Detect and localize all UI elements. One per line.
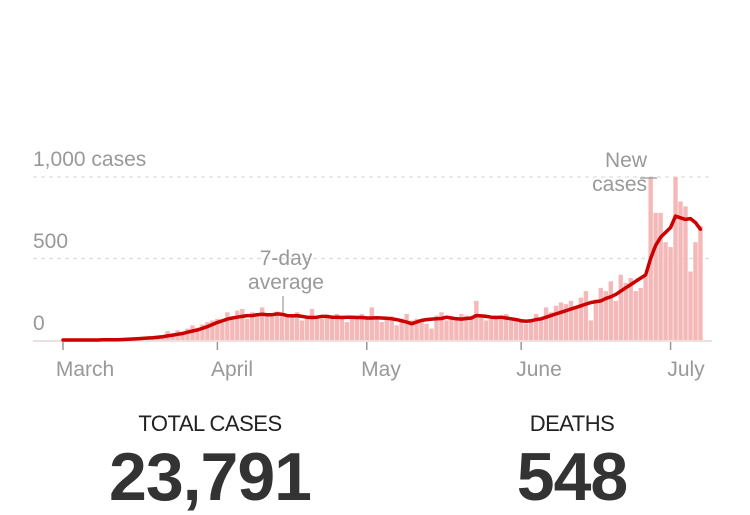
bar — [255, 316, 259, 340]
bar — [285, 317, 289, 340]
bar — [574, 307, 578, 340]
bar — [449, 319, 453, 340]
bar — [524, 324, 528, 340]
bar — [240, 309, 244, 340]
x-label-march: March — [56, 359, 114, 380]
total-cases-stat: TOTAL CASES 23,791 — [90, 411, 330, 511]
x-label-june: June — [516, 359, 562, 380]
bar — [653, 213, 657, 340]
bar — [220, 323, 224, 340]
total-cases-label: TOTAL CASES — [90, 411, 330, 437]
bar — [519, 322, 523, 340]
bar — [305, 316, 309, 340]
bar — [350, 319, 354, 340]
annotation-new-cases: New cases — [583, 149, 647, 197]
bar — [599, 288, 603, 340]
annotation-7day-average: 7-day average — [246, 247, 326, 295]
bar — [673, 177, 677, 340]
bar — [559, 303, 563, 340]
bar — [270, 316, 274, 340]
bar — [365, 317, 369, 340]
x-label-april: April — [211, 359, 253, 380]
y-label-500: 500 — [33, 231, 68, 252]
x-label-may: May — [361, 359, 401, 380]
bar — [230, 317, 234, 340]
bar — [643, 275, 647, 340]
bar — [315, 317, 319, 340]
y-label-0: 0 — [33, 313, 45, 334]
bar — [310, 309, 314, 340]
bar — [429, 329, 433, 340]
bar — [698, 226, 702, 340]
bar — [330, 317, 334, 340]
chart-canvas — [0, 0, 750, 400]
bar — [479, 317, 483, 340]
bar — [385, 319, 389, 340]
bar — [260, 307, 264, 340]
cases-chart: 1,000 cases 500 0 March April May June J… — [0, 0, 750, 400]
annotation-7day-line1: 7-day — [246, 247, 326, 271]
bar — [584, 291, 588, 340]
bar — [375, 317, 379, 340]
bar — [668, 247, 672, 340]
bar — [290, 314, 294, 340]
bar — [624, 283, 628, 340]
bar — [678, 201, 682, 340]
bar — [509, 319, 513, 340]
bar — [404, 314, 408, 340]
bar — [444, 320, 448, 340]
bar — [619, 275, 623, 340]
y-label-1000: 1,000 cases — [33, 149, 146, 170]
bar — [370, 307, 374, 340]
bar — [638, 288, 642, 340]
bar — [424, 324, 428, 340]
bar — [539, 319, 543, 340]
bar — [594, 299, 598, 340]
annotation-new-line1: New — [583, 149, 647, 173]
deaths-value: 548 — [472, 443, 672, 511]
bar — [474, 301, 478, 340]
bar — [554, 306, 558, 340]
bar — [325, 316, 329, 340]
bar — [225, 312, 229, 340]
bar — [265, 314, 269, 340]
bar — [280, 315, 284, 340]
bar — [380, 322, 384, 340]
x-label-july: July — [667, 359, 704, 380]
bar — [235, 311, 239, 340]
bar — [300, 320, 304, 340]
annotation-7day-line2: average — [246, 271, 326, 295]
deaths-label: DEATHS — [472, 411, 672, 437]
bar — [345, 322, 349, 340]
bar — [489, 319, 493, 340]
bar — [693, 242, 697, 340]
bar — [514, 320, 518, 340]
total-cases-value: 23,791 — [90, 443, 330, 511]
bar — [469, 319, 473, 340]
bar — [609, 281, 613, 340]
bar — [688, 272, 692, 340]
bar — [544, 307, 548, 340]
annotation-new-line2: cases — [583, 173, 647, 197]
bar — [663, 242, 667, 340]
bar — [529, 322, 533, 340]
bar — [658, 213, 662, 340]
bar — [484, 320, 488, 340]
deaths-stat: DEATHS 548 — [472, 411, 672, 511]
bar — [394, 325, 398, 340]
bar — [634, 291, 638, 340]
bar — [589, 320, 593, 340]
bar — [614, 301, 618, 340]
bar — [245, 319, 249, 340]
bar — [683, 206, 687, 340]
bar — [320, 319, 324, 340]
